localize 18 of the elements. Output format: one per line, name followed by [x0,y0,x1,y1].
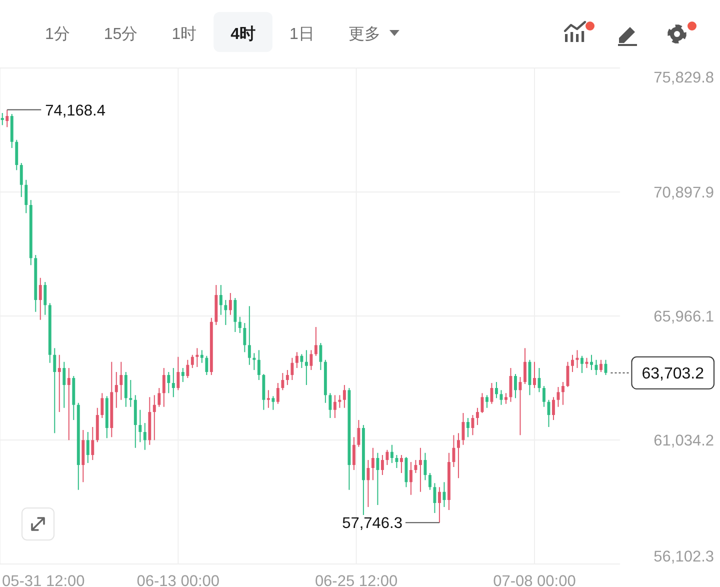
y-tick-label: 61,034.2 [654,432,714,450]
text: 1分 [45,26,70,43]
annotation: 57,746.3 [342,515,402,532]
annotation: 63,703.2 [642,365,704,382]
y-tick-label: 70,897.9 [654,184,714,202]
text: 1日 [290,26,314,43]
x-tick-label: 06-25 12:00 [314,573,398,587]
text: 15分 [104,26,138,43]
y-tick-label: 65,966.1 [654,308,714,326]
y-tick-label: 75,829.8 [654,70,714,86]
x-tick-label: 06-13 00:00 [136,573,220,587]
text: 4时 [230,25,256,43]
text: 1时 [172,25,197,43]
x-tick-label: 05-31 12:00 [2,573,86,587]
text: 更多 [348,25,380,43]
x-tick-label: 07-08 00:00 [493,573,576,587]
y-tick-label: 56,102.3 [654,548,714,566]
annotation: 74,168.4 [45,102,106,120]
